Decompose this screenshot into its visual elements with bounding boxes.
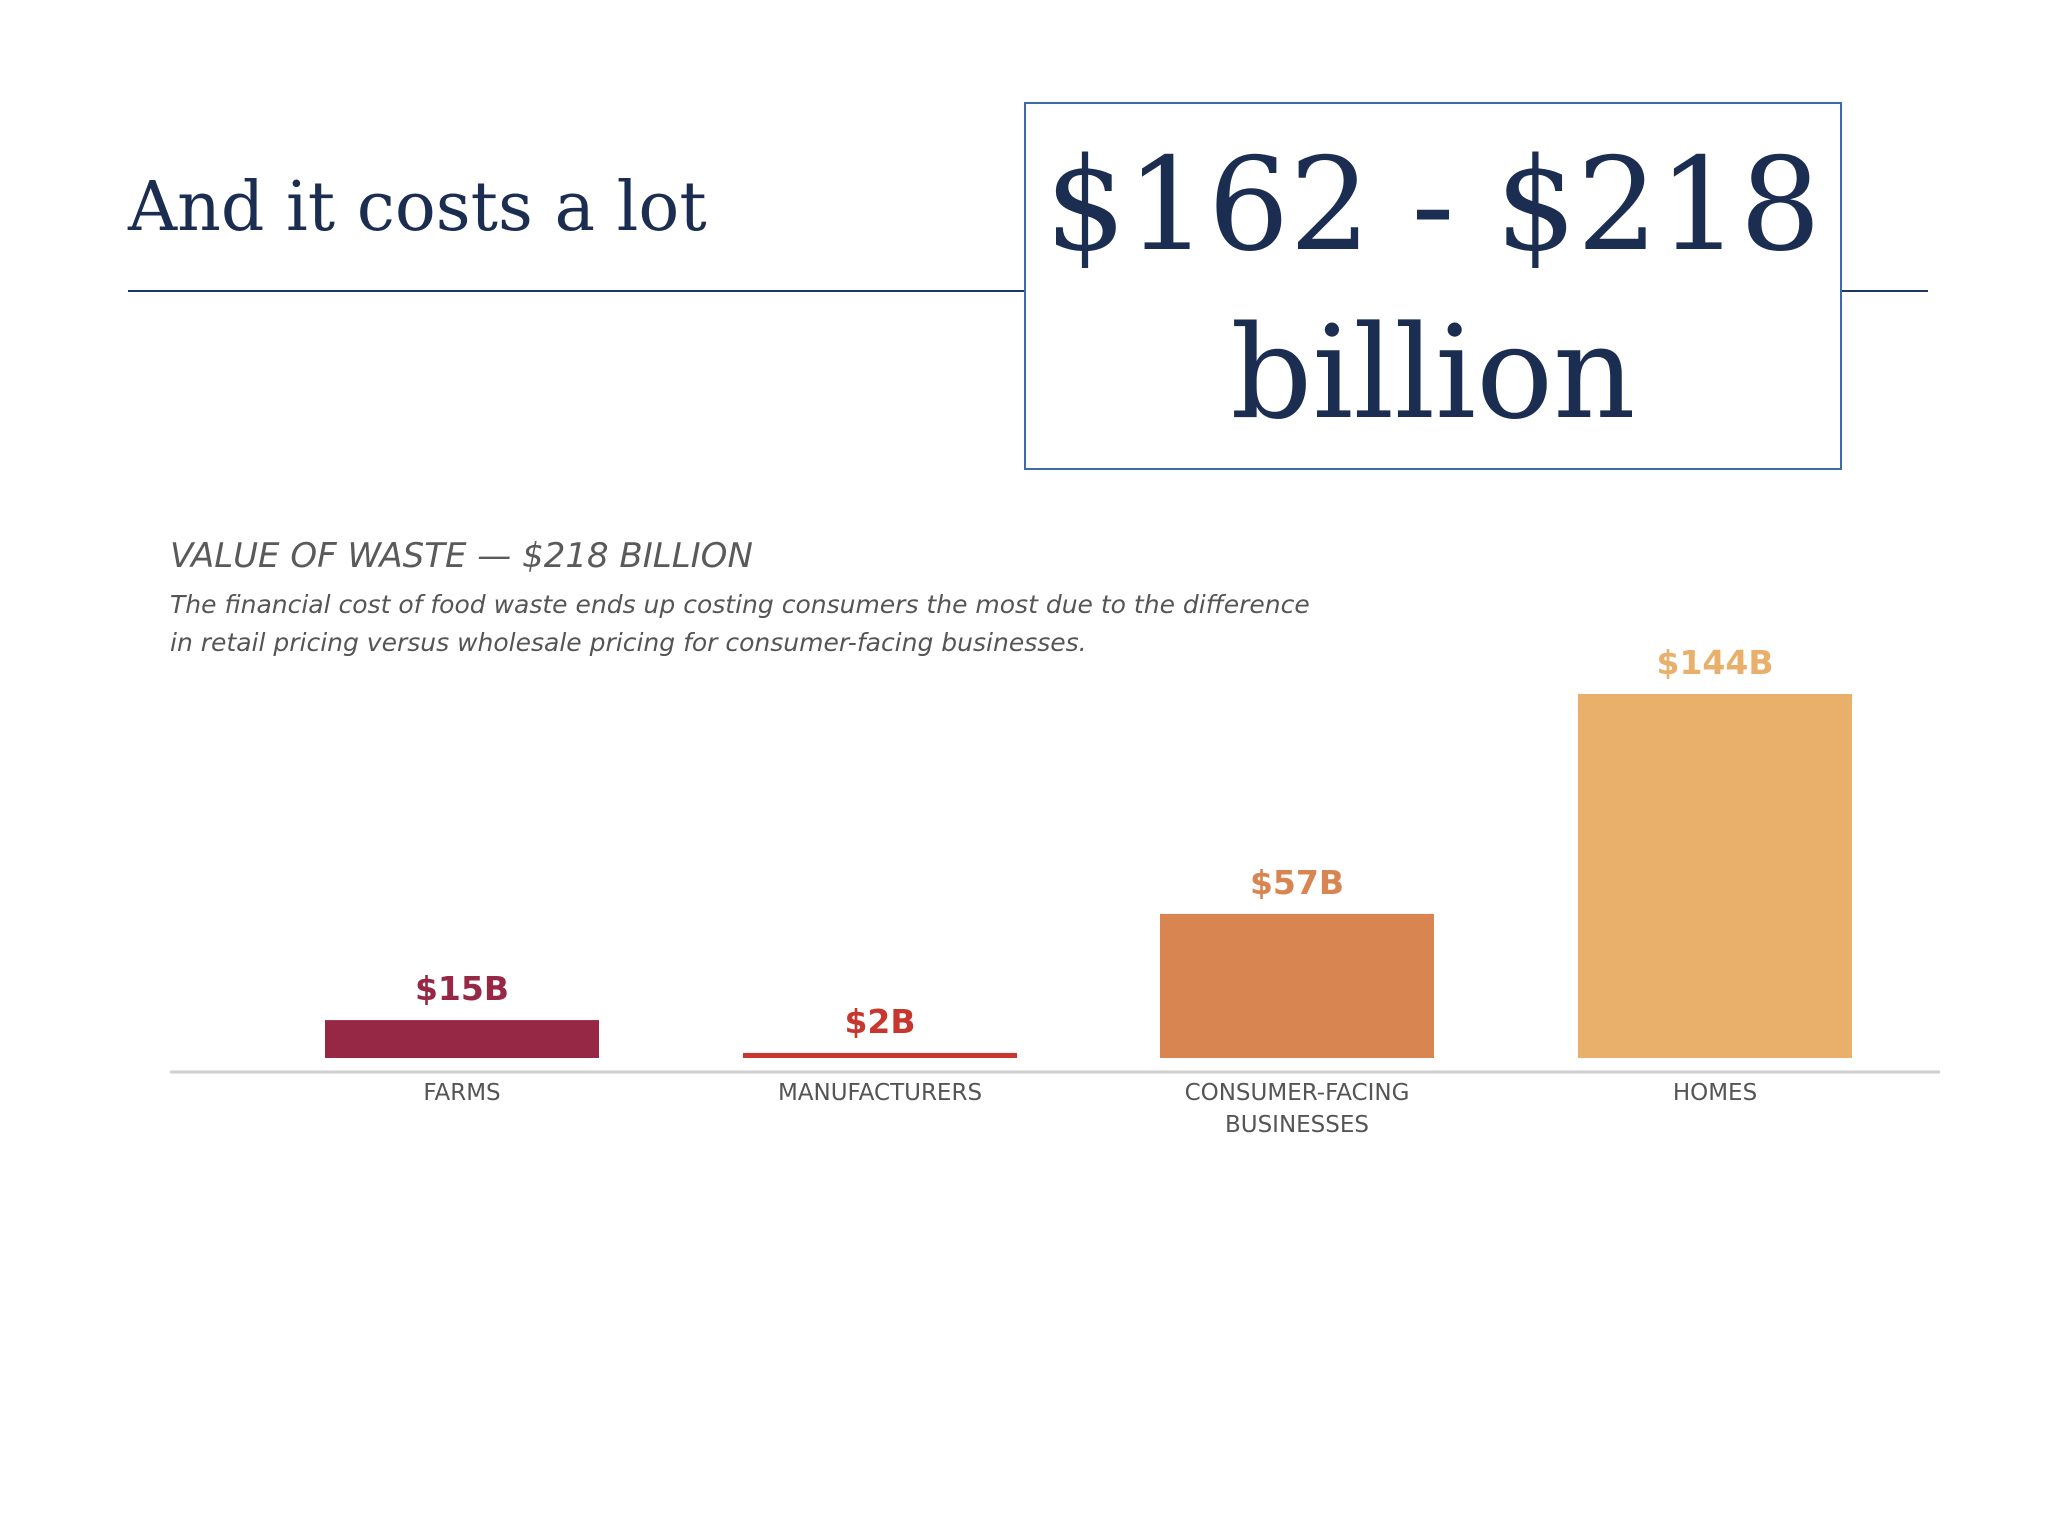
callout-range: $162 - $218 [1044, 131, 1822, 280]
callout-unit: billion [1230, 299, 1636, 448]
category-label: CONSUMER-FACING [1185, 1080, 1410, 1106]
bar [743, 1052, 1017, 1058]
bar [325, 1020, 599, 1058]
category-label: HOMES [1673, 1080, 1757, 1106]
bar [1578, 694, 1852, 1058]
category-label: FARMS [423, 1080, 500, 1106]
chart-subtitle: The financial cost of food waste ends up… [170, 590, 1310, 657]
category-label: BUSINESSES [1225, 1112, 1369, 1138]
category-label: MANUFACTURERS [778, 1080, 982, 1106]
bar-value-label: $15B [415, 969, 509, 1008]
bar-value-label: $144B [1657, 643, 1774, 682]
cost-callout-box: $162 - $218 billion [1024, 102, 1842, 470]
bar [1160, 913, 1434, 1058]
bar-value-label: $2B [844, 1002, 915, 1041]
slide-title: And it costs a lot [128, 168, 707, 247]
chart-title: VALUE OF WASTE — $218 BILLION [170, 536, 753, 576]
bar-value-label: $57B [1250, 863, 1344, 902]
